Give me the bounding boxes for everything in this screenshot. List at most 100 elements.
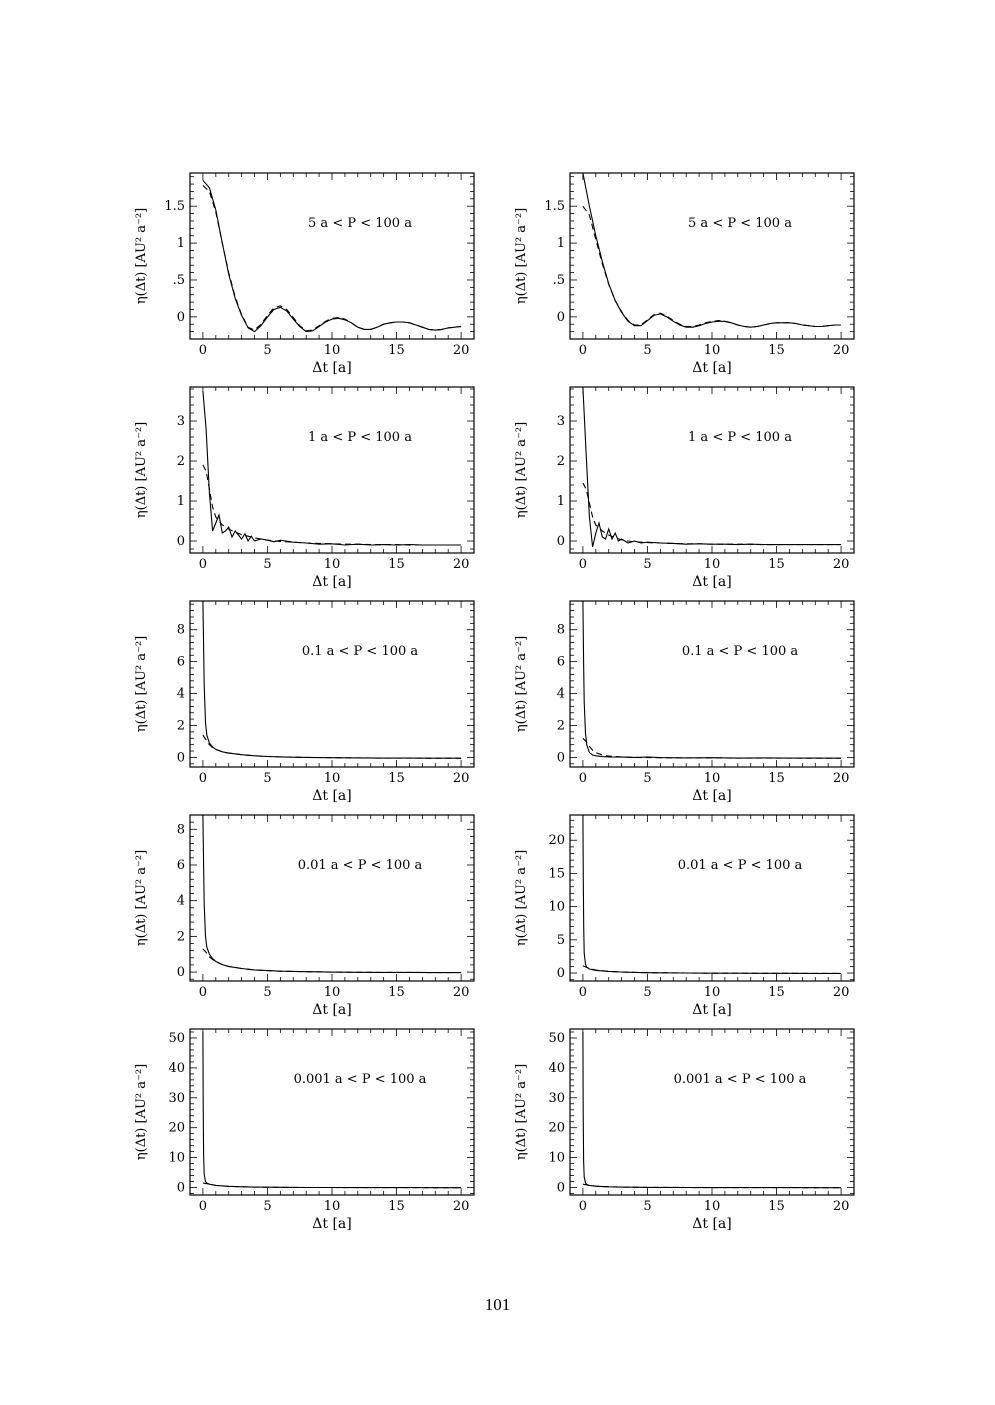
x-tick-label: 5 (263, 771, 271, 786)
y-tick-label: 0 (557, 534, 565, 549)
x-axis-label: Δt [a] (312, 360, 351, 376)
panel-10: 0 5 10 15 20 0 10 20 30 40 50 0.001 a < P < 100 a Δt… (514, 1028, 855, 1232)
panel-9: 0 5 10 15 20 0 10 20 30 40 50 0.001 a < P < 100 a Δt… (134, 1028, 475, 1232)
y-axis-label: η(Δt) [AU² a⁻²] (134, 1064, 149, 1160)
plot-frame (569, 172, 855, 340)
x-tick-label: 15 (388, 343, 405, 358)
panel-label: 1 a < P < 100 a (308, 430, 412, 445)
series-line-solid (202, 180, 462, 333)
panel-label: 0.1 a < P < 100 a (302, 644, 419, 659)
x-tick-label: 5 (263, 985, 271, 1000)
x-tick-label: 10 (704, 1199, 721, 1214)
y-tick-label: 6 (177, 655, 185, 670)
x-axis-label: Δt [a] (692, 574, 731, 590)
series-line-dashed (582, 205, 842, 328)
x-tick-label: 10 (704, 343, 721, 358)
y-tick-label: 0 (177, 310, 185, 325)
x-tick-label: 5 (643, 1199, 651, 1214)
y-axis-label: η(Δt) [AU² a⁻²] (514, 208, 529, 304)
series-line-solid (202, 1031, 462, 1189)
x-tick-label: 15 (388, 557, 405, 572)
y-tick-label: 3 (177, 414, 185, 429)
x-tick-label: 20 (833, 985, 850, 1000)
y-tick-label: 40 (168, 1061, 185, 1076)
plot-frame (569, 386, 855, 554)
x-tick-label: 15 (768, 985, 785, 1000)
panel-7: 0 5 10 15 20 0 2 4 6 8 0.01 a < P < 100 a Δt [a] η(Δ… (134, 814, 475, 1018)
y-tick-label: 4 (177, 687, 185, 702)
x-tick-label: 15 (768, 1199, 785, 1214)
series-line-dashed (582, 482, 842, 546)
x-tick-label: 0 (579, 557, 587, 572)
x-axis-label: Δt [a] (312, 574, 351, 590)
x-tick-label: 20 (833, 771, 850, 786)
x-tick-label: 10 (324, 1199, 341, 1214)
x-tick-label: 20 (453, 985, 470, 1000)
y-tick-label: 10 (548, 900, 565, 915)
x-tick-label: 15 (388, 1199, 405, 1214)
panel-label: 1 a < P < 100 a (688, 430, 792, 445)
x-tick-label: 10 (704, 771, 721, 786)
y-tick-label: 2 (557, 454, 565, 469)
x-tick-label: 0 (199, 557, 207, 572)
x-tick-label: 20 (833, 343, 850, 358)
x-tick-label: 5 (643, 985, 651, 1000)
y-axis-label: η(Δt) [AU² a⁻²] (134, 850, 149, 946)
y-tick-label: 20 (548, 833, 565, 848)
x-axis-label: Δt [a] (692, 360, 731, 376)
y-axis-label: η(Δt) [AU² a⁻²] (134, 636, 149, 732)
y-tick-label: 10 (168, 1151, 185, 1166)
y-tick-label: 50 (548, 1031, 565, 1046)
x-tick-label: 15 (388, 985, 405, 1000)
plot-frame (189, 600, 475, 768)
y-tick-label: 0 (177, 1181, 185, 1196)
y-tick-label: 5 (557, 933, 565, 948)
x-axis-label: Δt [a] (312, 1002, 351, 1018)
series-line-solid (582, 172, 842, 328)
x-tick-label: 10 (324, 343, 341, 358)
x-tick-label: 20 (833, 557, 850, 572)
panel-label: 0.01 a < P < 100 a (678, 858, 803, 873)
panel-label: 5 a < P < 100 a (688, 216, 792, 231)
panel-label: 0.1 a < P < 100 a (682, 644, 799, 659)
x-tick-label: 20 (833, 1199, 850, 1214)
series-line-solid (202, 390, 462, 546)
plot-frame (189, 814, 475, 982)
y-tick-label: .5 (173, 273, 185, 288)
series-line-solid (202, 814, 462, 974)
x-tick-label: 10 (324, 557, 341, 572)
y-tick-label: 0 (177, 750, 185, 765)
y-tick-label: 8 (177, 822, 185, 837)
x-tick-label: 0 (579, 343, 587, 358)
series-line-dashed (202, 464, 462, 546)
series-line-dashed (582, 737, 842, 759)
series-line-dashed (582, 1183, 842, 1189)
panel-label: 0.001 a < P < 100 a (674, 1072, 807, 1087)
x-tick-label: 20 (453, 343, 470, 358)
y-tick-label: 0 (177, 965, 185, 980)
x-tick-label: 10 (324, 985, 341, 1000)
x-tick-label: 20 (453, 771, 470, 786)
series-line-dashed (202, 185, 462, 332)
y-tick-label: 10 (548, 1151, 565, 1166)
y-tick-label: 2 (177, 454, 185, 469)
page-number: 101 (484, 1295, 511, 1314)
panel-6: 0 5 10 15 20 0 2 4 6 8 0.1 a < P < 100 a Δt [a] η(Δt… (514, 600, 855, 804)
y-tick-label: 0 (557, 1181, 565, 1196)
y-tick-label: 1 (177, 494, 185, 509)
y-tick-label: 4 (557, 687, 565, 702)
y-tick-label: 2 (177, 719, 185, 734)
y-axis-label: η(Δt) [AU² a⁻²] (514, 1064, 529, 1160)
y-tick-label: 2 (177, 929, 185, 944)
y-tick-label: 3 (557, 414, 565, 429)
x-tick-label: 5 (643, 557, 651, 572)
y-tick-label: 40 (548, 1061, 565, 1076)
x-tick-label: 0 (579, 771, 587, 786)
panel-label: 5 a < P < 100 a (308, 216, 412, 231)
x-tick-label: 20 (453, 557, 470, 572)
y-tick-label: 2 (557, 719, 565, 734)
y-tick-label: 6 (557, 655, 565, 670)
y-tick-label: 30 (548, 1091, 565, 1106)
y-axis-label: η(Δt) [AU² a⁻²] (514, 636, 529, 732)
panel-label: 0.01 a < P < 100 a (298, 858, 423, 873)
